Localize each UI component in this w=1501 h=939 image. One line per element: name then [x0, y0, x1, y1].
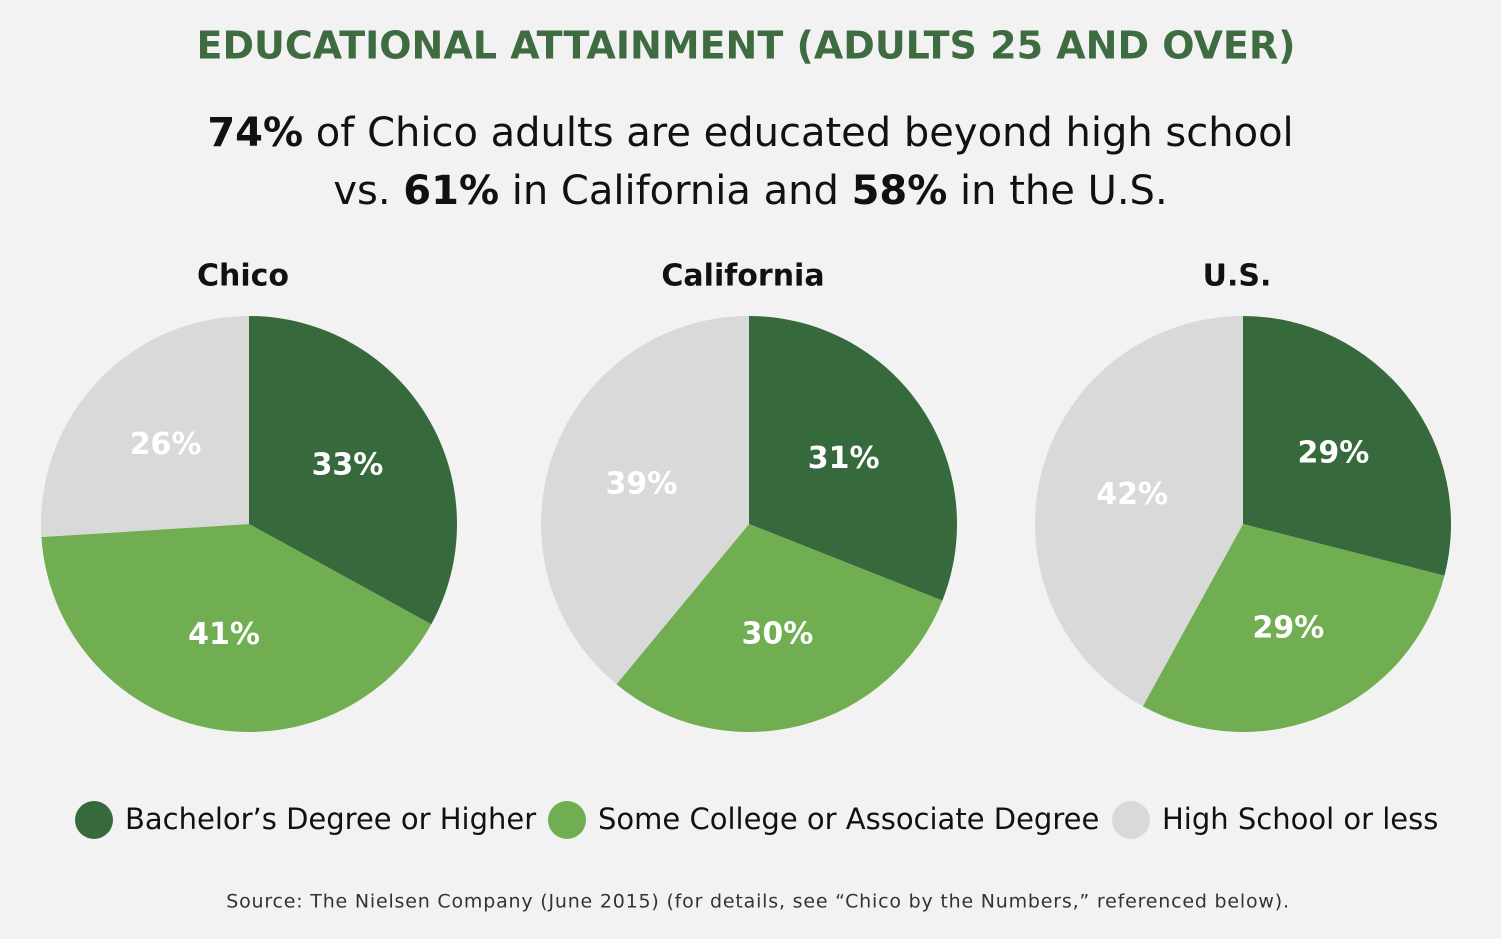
legend-swatch: [1112, 801, 1150, 839]
pie-title: U.S.: [1203, 259, 1272, 294]
text: of Chico adults are educated beyond high…: [303, 110, 1294, 156]
legend-swatch: [548, 801, 586, 839]
pie-slice: [749, 316, 957, 601]
slice-label: 41%: [188, 617, 260, 652]
pie-slice: [1142, 524, 1445, 732]
subtitle-line: vs. 61% in California and 58% in the U.S…: [0, 162, 1501, 220]
slice-label: 42%: [1096, 477, 1168, 512]
text: vs.: [333, 168, 404, 214]
legend-label: High School or less: [1162, 802, 1438, 836]
source: Source: The Nielsen Company (June 2015) …: [226, 891, 1290, 913]
slice-label: 29%: [1253, 610, 1325, 645]
pie-slice: [41, 316, 249, 538]
highlight: 61%: [403, 168, 500, 214]
pie-slice: [1243, 316, 1451, 576]
slice-label: 26%: [130, 427, 202, 462]
text: in the U.S.: [947, 168, 1168, 214]
highlight: 58%: [851, 168, 948, 214]
pie-slice: [616, 524, 943, 733]
text: in California and: [499, 168, 852, 214]
highlight: 74%: [207, 110, 304, 156]
subtitle-line: 74% of Chico adults are educated beyond …: [0, 104, 1501, 162]
subtitle: 74% of Chico adults are educated beyond …: [0, 104, 1501, 220]
slice-label: 39%: [605, 467, 677, 502]
slice-label: 29%: [1297, 435, 1369, 470]
pie-slice: [41, 524, 432, 733]
pie-slice: [1035, 316, 1243, 707]
pie-slice: [249, 316, 458, 625]
slice-label: 31%: [808, 441, 880, 476]
legend-label: Bachelor’s Degree or Higher: [125, 802, 536, 836]
slice-label: 33%: [312, 447, 384, 482]
pie-title: California: [661, 259, 824, 294]
legend-label: Some College or Associate Degree: [598, 802, 1099, 836]
title: EDUCATIONAL ATTAINMENT (ADULTS 25 AND OV…: [196, 24, 1295, 68]
pie-title: Chico: [197, 259, 289, 294]
pie-slice: [540, 316, 749, 685]
legend-swatch: [75, 801, 113, 839]
slice-label: 30%: [742, 616, 814, 651]
